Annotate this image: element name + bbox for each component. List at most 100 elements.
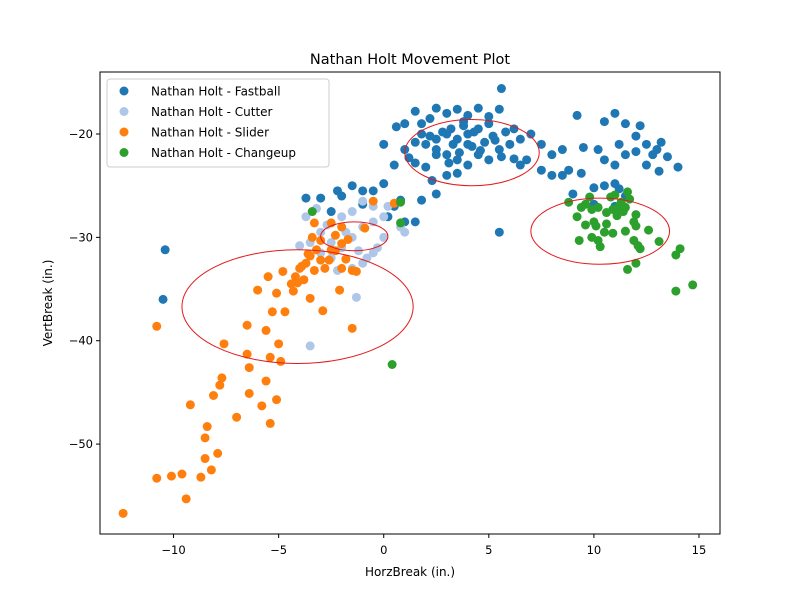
- data-point: [410, 137, 420, 147]
- legend-label: Nathan Holt - Fastball: [151, 85, 281, 99]
- data-point: [417, 195, 427, 205]
- data-point: [515, 160, 525, 170]
- x-tick-label: −5: [270, 543, 287, 557]
- data-point: [316, 227, 326, 237]
- highlight-ellipse: [181, 249, 414, 364]
- data-point: [610, 179, 620, 189]
- data-point: [610, 108, 620, 118]
- x-tick-label: 10: [587, 543, 602, 557]
- data-point: [232, 412, 242, 422]
- data-point: [509, 124, 519, 134]
- data-point: [580, 199, 590, 209]
- data-point: [631, 258, 641, 268]
- data-point: [217, 373, 227, 383]
- data-point: [484, 119, 494, 129]
- legend-entry: Nathan Holt - Changeup: [119, 146, 296, 160]
- data-point: [307, 207, 317, 217]
- plot-area: [99, 71, 721, 535]
- data-point: [591, 221, 601, 231]
- data-point: [606, 192, 616, 202]
- data-point: [631, 131, 641, 141]
- data-point: [641, 160, 651, 170]
- data-point: [675, 244, 685, 254]
- data-point: [425, 114, 435, 124]
- data-point: [351, 292, 361, 302]
- data-point: [272, 288, 282, 298]
- data-point: [475, 146, 485, 156]
- legend-label: Nathan Holt - Cutter: [151, 105, 273, 119]
- data-point: [307, 232, 317, 242]
- data-point: [379, 139, 389, 149]
- data-point: [297, 261, 307, 271]
- data-point: [389, 160, 399, 170]
- data-point: [316, 193, 326, 203]
- data-point: [547, 150, 557, 160]
- data-point: [442, 170, 452, 180]
- data-point: [454, 148, 464, 158]
- x-axis: −10 −5 0 5 10 15: [161, 534, 706, 557]
- data-point: [160, 245, 170, 255]
- legend: Nathan Holt - Fastball Nathan Holt - Cutt…: [106, 78, 330, 168]
- data-point: [438, 127, 448, 137]
- data-point: [253, 285, 263, 295]
- data-point: [326, 207, 336, 217]
- data-point: [484, 111, 494, 121]
- data-point: [261, 325, 271, 335]
- data-point: [278, 266, 288, 276]
- data-point: [631, 210, 641, 220]
- data-point: [305, 293, 315, 303]
- data-point: [595, 242, 605, 252]
- data-point: [631, 147, 641, 157]
- data-point: [578, 142, 588, 152]
- data-point: [620, 150, 630, 160]
- chart-title: Nathan Holt Movement Plot: [310, 52, 510, 68]
- legend-marker: [119, 86, 129, 96]
- data-point: [417, 119, 427, 129]
- axes-frame: [99, 71, 721, 535]
- y-axis: −20 −30 −40 −50: [69, 127, 100, 451]
- data-point: [360, 223, 370, 233]
- data-point: [208, 391, 218, 400]
- highlight-ellipse: [320, 221, 389, 252]
- data-point: [318, 306, 328, 316]
- data-point: [265, 352, 275, 362]
- data-point: [557, 170, 567, 180]
- data-point: [515, 134, 525, 144]
- highlight-ellipse: [530, 197, 671, 265]
- data-point: [452, 155, 462, 165]
- data-point: [442, 108, 452, 118]
- data-point: [158, 294, 168, 304]
- data-point: [185, 400, 195, 410]
- data-point: [522, 155, 532, 165]
- data-point: [501, 127, 511, 137]
- data-point: [431, 150, 441, 160]
- data-point: [574, 235, 584, 245]
- data-point: [396, 197, 406, 207]
- data-point: [635, 244, 645, 254]
- data-point: [280, 307, 290, 317]
- data-point: [303, 249, 313, 259]
- data-point: [215, 380, 225, 390]
- data-point: [332, 186, 342, 196]
- data-point: [343, 234, 353, 244]
- data-point: [446, 124, 456, 134]
- data-point: [431, 103, 441, 113]
- data-point: [200, 454, 210, 464]
- data-point: [608, 228, 618, 238]
- data-point: [494, 104, 504, 114]
- data-point: [379, 232, 389, 242]
- data-point: [358, 196, 368, 206]
- data-point: [309, 265, 319, 275]
- data-point: [463, 160, 473, 170]
- data-point: [505, 139, 515, 149]
- data-point: [599, 181, 609, 191]
- data-point: [623, 264, 633, 274]
- data-point: [341, 254, 351, 264]
- data-point: [347, 323, 357, 333]
- data-point: [368, 186, 378, 196]
- data-point: [536, 165, 546, 175]
- data-point: [301, 193, 311, 203]
- data-point: [421, 139, 431, 149]
- data-point: [673, 162, 683, 172]
- y-tick-label: −50: [69, 437, 93, 451]
